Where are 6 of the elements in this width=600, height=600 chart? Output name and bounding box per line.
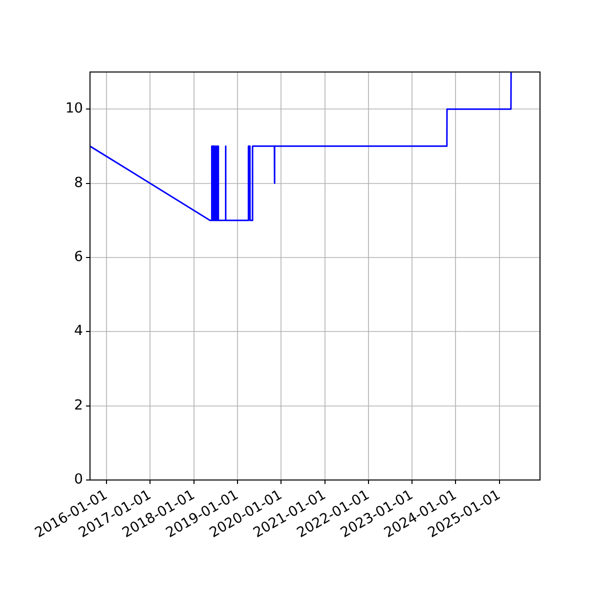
y-tick-label: 4: [74, 323, 84, 340]
y-tick-label: 0: [74, 472, 83, 488]
y-tick-label: 8: [74, 174, 83, 191]
y-tick-label: 6: [74, 249, 83, 266]
y-tick-label: 10: [65, 100, 83, 117]
y-tick-label: 2: [74, 397, 83, 414]
